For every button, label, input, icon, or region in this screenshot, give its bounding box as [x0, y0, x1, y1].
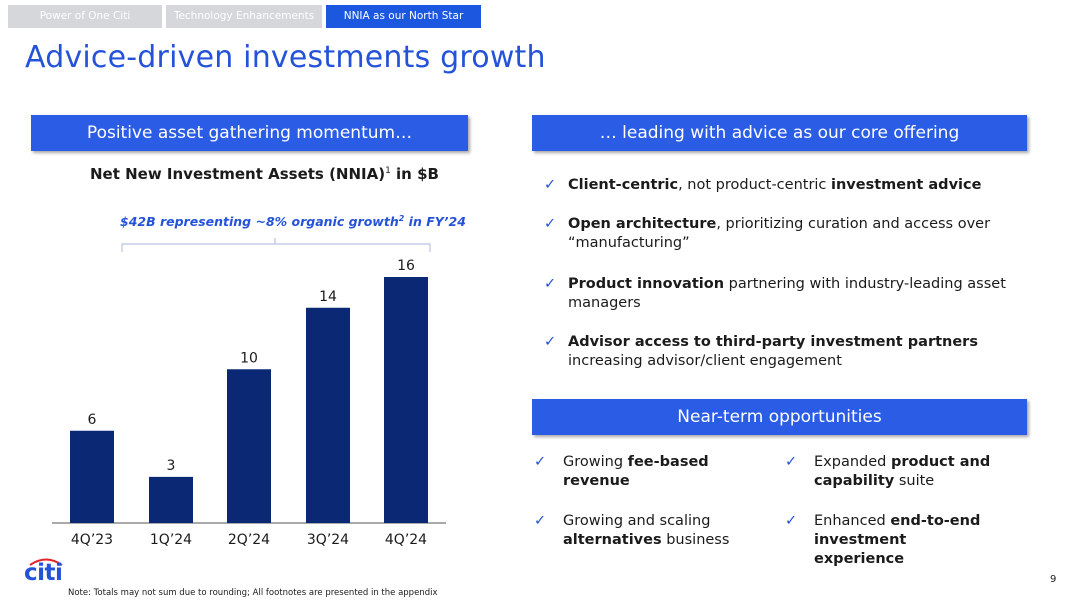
- growth-annotation-footnote: 2: [398, 214, 405, 223]
- opportunity-bold: alternatives: [563, 532, 662, 548]
- right-banner: … leading with advice as our core offeri…: [532, 115, 1027, 151]
- check-icon: ✓: [534, 513, 547, 529]
- bar-value-label: 6: [88, 412, 97, 428]
- check-icon: ✓: [544, 276, 557, 292]
- advice-bullet-text: , prioritizing curation and access over …: [568, 216, 991, 251]
- nnia-bar-chart: 6 4Q’23 3 1Q’24 10 2Q’24 14 3Q’24 16 4Q’24: [52, 238, 446, 548]
- citi-logo: citi: [24, 560, 63, 586]
- opportunity-text: Expanded: [814, 454, 891, 470]
- x-tick-label: 2Q’24: [228, 532, 270, 548]
- advice-bullet-bold: Advisor access to third-party investment…: [568, 334, 978, 350]
- opportunities-banner: Near-term opportunities: [532, 399, 1027, 435]
- citi-logo-arc: [29, 558, 63, 566]
- bar-value-label: 3: [167, 458, 176, 474]
- chart-title-suffix: in $B: [390, 165, 439, 183]
- bar-4: [306, 307, 350, 523]
- advice-bullet-bold: Open architecture: [568, 216, 717, 232]
- check-icon: ✓: [544, 177, 557, 193]
- bar-value-label: 16: [397, 258, 415, 274]
- x-tick-label: 1Q’24: [150, 532, 192, 548]
- opportunity-text: Enhanced: [814, 513, 891, 529]
- opportunity-text-post: business: [661, 532, 730, 548]
- x-tick-label: 4Q’24: [385, 532, 427, 548]
- advice-bullet-bold: Product innovation: [568, 276, 725, 292]
- tab-nnia-north-star[interactable]: NNIA as our North Star: [326, 5, 481, 28]
- opportunity-text: Growing and scaling: [563, 513, 711, 529]
- opportunity-bold: end-to-end investment experience: [814, 513, 981, 567]
- chart-title: Net New Investment Assets (NNIA)1 in $B: [90, 165, 439, 183]
- left-banner: Positive asset gathering momentum…: [31, 115, 468, 151]
- chart-title-main: Net New Investment Assets (NNIA): [90, 165, 386, 183]
- tab-power-of-one-citi[interactable]: Power of One Citi: [8, 5, 162, 28]
- check-icon: ✓: [785, 454, 798, 470]
- opportunity-text: Growing: [563, 454, 628, 470]
- tab-technology-enhancements[interactable]: Technology Enhancements: [166, 5, 322, 28]
- check-icon: ✓: [534, 454, 547, 470]
- opportunity-bold: product and capability: [814, 454, 991, 489]
- x-tick-label: 3Q’24: [307, 532, 349, 548]
- page-number: 9: [1050, 574, 1057, 585]
- check-icon: ✓: [544, 216, 557, 232]
- opportunity-bold: fee-based revenue: [563, 454, 709, 489]
- bar-5: [384, 277, 428, 523]
- advice-bullet-bold-2: investment advice: [831, 177, 982, 193]
- check-icon: ✓: [785, 513, 798, 529]
- bar-value-label: 10: [240, 350, 258, 366]
- footnote: Note: Totals may not sum due to rounding…: [68, 588, 438, 598]
- growth-annotation: $42B representing ~8% organic growth2 in…: [120, 214, 466, 229]
- annotation-bracket: [121, 238, 431, 252]
- advice-bullet-text: partnering with industry-leading asset m…: [568, 276, 1006, 311]
- growth-annotation-suffix: in FY’24: [404, 214, 466, 230]
- bar-2: [149, 476, 193, 523]
- bar-value-label: 14: [319, 289, 337, 305]
- advice-bullet-text: increasing advisor/client engagement: [568, 353, 842, 369]
- opportunity-text-post: suite: [894, 473, 935, 489]
- advice-bullet-bold: Client-centric: [568, 177, 679, 193]
- growth-annotation-text: $42B representing ~8% organic growth: [120, 214, 399, 230]
- bar-1: [70, 430, 114, 523]
- advice-bullet-text: , not product-centric: [678, 177, 832, 193]
- x-tick-label: 4Q’23: [71, 532, 113, 548]
- page-title: Advice-driven investments growth: [25, 40, 546, 75]
- check-icon: ✓: [544, 334, 557, 350]
- chart-title-footnote: 1: [385, 166, 391, 176]
- bar-3: [227, 369, 271, 523]
